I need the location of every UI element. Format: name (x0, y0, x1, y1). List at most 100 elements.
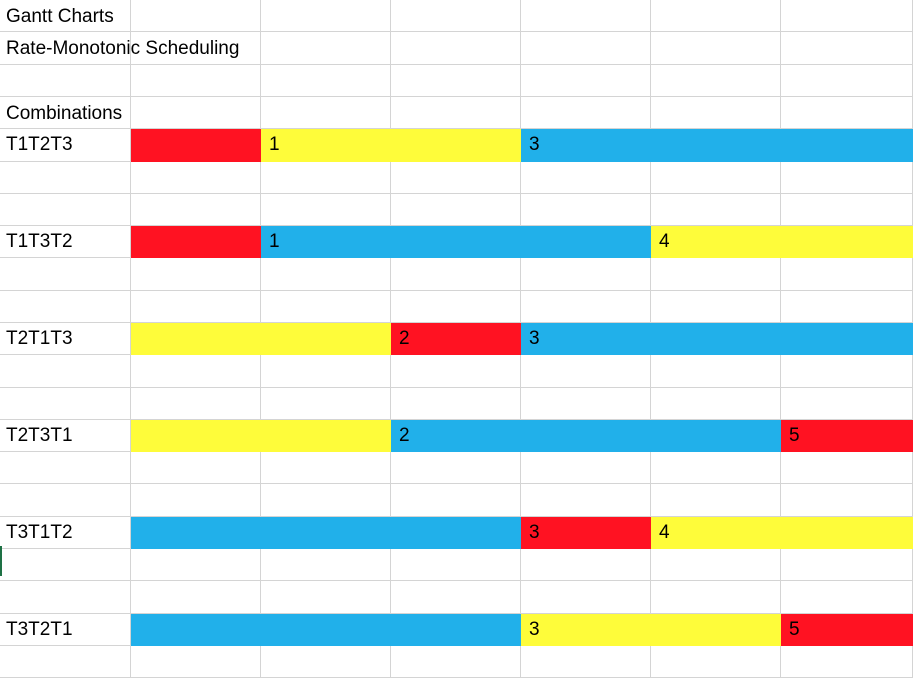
grid-cell[interactable] (521, 388, 651, 420)
grid-cell[interactable] (0, 97, 131, 129)
grid-cell[interactable] (131, 388, 261, 420)
grid-cell[interactable] (0, 614, 131, 646)
grid-cell[interactable] (261, 291, 391, 323)
grid-cell[interactable] (131, 452, 261, 484)
grid-cell[interactable] (651, 581, 781, 614)
grid-cell[interactable] (391, 291, 521, 323)
grid-cell[interactable] (391, 194, 521, 226)
grid-cell[interactable] (0, 65, 131, 97)
grid-cell[interactable] (781, 258, 913, 291)
grid-cell[interactable] (651, 452, 781, 484)
grid-cell[interactable] (521, 162, 651, 194)
grid-cell[interactable] (261, 65, 391, 97)
grid-cell[interactable] (261, 581, 391, 614)
grid-cell[interactable] (521, 194, 651, 226)
grid-cell[interactable] (131, 65, 261, 97)
grid-cell[interactable] (131, 355, 261, 388)
grid-cell[interactable] (261, 0, 391, 32)
grid-cell[interactable] (0, 581, 131, 614)
gantt-segment-yellow[interactable] (651, 517, 913, 549)
grid-cell[interactable] (0, 646, 131, 678)
grid-cell[interactable] (261, 355, 391, 388)
gantt-segment-blue[interactable] (131, 517, 521, 549)
grid-cell[interactable] (261, 258, 391, 291)
grid-cell[interactable] (0, 484, 131, 517)
grid-cell[interactable] (781, 65, 913, 97)
gantt-segment-blue[interactable] (131, 614, 521, 646)
grid-cell[interactable] (781, 32, 913, 65)
grid-cell[interactable] (781, 484, 913, 517)
grid-cell[interactable] (781, 452, 913, 484)
grid-cell[interactable] (651, 97, 781, 129)
grid-cell[interactable] (391, 549, 521, 581)
grid-cell[interactable] (131, 258, 261, 291)
grid-cell[interactable] (0, 194, 131, 226)
grid-cell[interactable] (781, 291, 913, 323)
grid-cell[interactable] (131, 549, 261, 581)
grid-cell[interactable] (651, 162, 781, 194)
gantt-segment-yellow[interactable] (261, 129, 521, 162)
grid-cell[interactable] (391, 97, 521, 129)
grid-cell[interactable] (0, 355, 131, 388)
grid-cell[interactable] (391, 484, 521, 517)
grid-cell[interactable] (391, 581, 521, 614)
grid-cell[interactable] (781, 97, 913, 129)
grid-cell[interactable] (0, 226, 131, 258)
grid-cell[interactable] (0, 162, 131, 194)
grid-cell[interactable] (131, 0, 261, 32)
grid-cell[interactable] (131, 32, 261, 65)
grid-cell[interactable] (261, 549, 391, 581)
gantt-segment-yellow[interactable] (521, 614, 781, 646)
grid-cell[interactable] (131, 484, 261, 517)
gantt-segment-blue[interactable] (521, 323, 913, 355)
grid-cell[interactable] (521, 549, 651, 581)
gantt-segment-yellow[interactable] (651, 226, 913, 258)
gantt-segment-red[interactable] (131, 129, 261, 162)
grid-cell[interactable] (651, 291, 781, 323)
grid-cell[interactable] (521, 355, 651, 388)
grid-cell[interactable] (391, 32, 521, 65)
gantt-segment-yellow[interactable] (131, 323, 391, 355)
grid-cell[interactable] (781, 388, 913, 420)
gantt-segment-yellow[interactable] (131, 420, 391, 452)
grid-cell[interactable] (0, 388, 131, 420)
grid-cell[interactable] (0, 129, 131, 162)
grid-cell[interactable] (261, 97, 391, 129)
grid-cell[interactable] (781, 581, 913, 614)
grid-cell[interactable] (391, 0, 521, 32)
grid-cell[interactable] (521, 646, 651, 678)
grid-cell[interactable] (651, 484, 781, 517)
grid-cell[interactable] (651, 194, 781, 226)
grid-cell[interactable] (131, 581, 261, 614)
grid-cell[interactable] (651, 646, 781, 678)
grid-cell[interactable] (651, 32, 781, 65)
grid-cell[interactable] (0, 549, 131, 581)
gantt-segment-red[interactable] (781, 420, 913, 452)
gantt-segment-blue[interactable] (391, 420, 781, 452)
grid-cell[interactable] (261, 32, 391, 65)
grid-cell[interactable] (0, 291, 131, 323)
gantt-segment-red[interactable] (391, 323, 521, 355)
grid-cell[interactable] (391, 65, 521, 97)
grid-cell[interactable] (391, 355, 521, 388)
grid-cell[interactable] (0, 323, 131, 355)
grid-cell[interactable] (651, 0, 781, 32)
grid-cell[interactable] (781, 194, 913, 226)
grid-cell[interactable] (0, 0, 131, 32)
grid-cell[interactable] (261, 452, 391, 484)
grid-cell[interactable] (391, 646, 521, 678)
grid-cell[interactable] (131, 194, 261, 226)
grid-cell[interactable] (521, 484, 651, 517)
grid-cell[interactable] (521, 65, 651, 97)
grid-cell[interactable] (391, 258, 521, 291)
grid-cell[interactable] (391, 452, 521, 484)
grid-cell[interactable] (521, 0, 651, 32)
grid-cell[interactable] (651, 549, 781, 581)
grid-cell[interactable] (521, 581, 651, 614)
grid-cell[interactable] (131, 291, 261, 323)
grid-cell[interactable] (781, 162, 913, 194)
grid-cell[interactable] (651, 65, 781, 97)
grid-cell[interactable] (651, 355, 781, 388)
grid-cell[interactable] (0, 420, 131, 452)
